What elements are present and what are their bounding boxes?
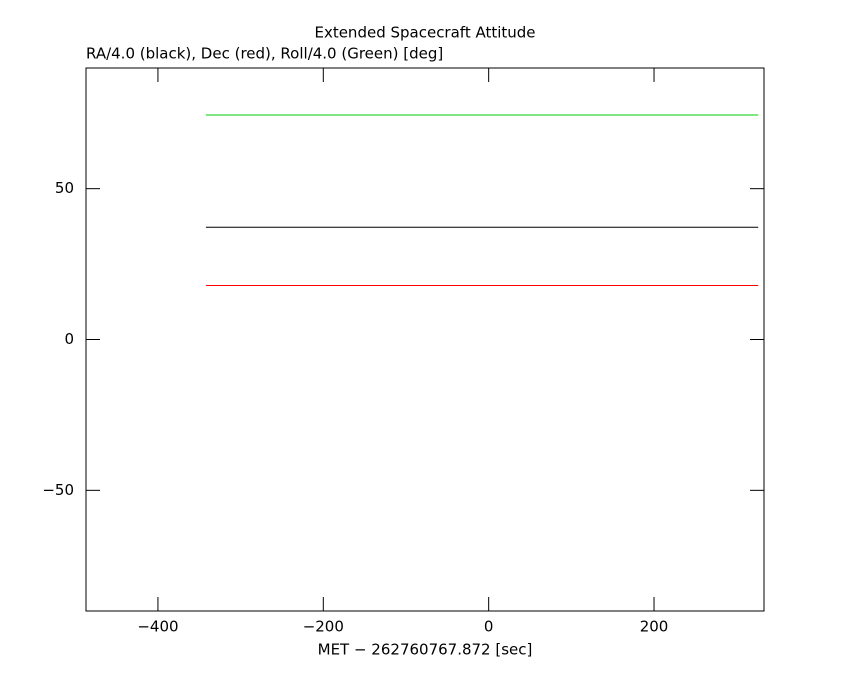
x-axis-label: MET − 262760767.872 [sec] [318,641,533,659]
x-tick-label: 200 [640,618,669,636]
y-tick-label: 50 [55,179,74,197]
x-tick-label: 0 [484,618,494,636]
y-tick-label: −50 [42,481,74,499]
x-tick-label: −400 [137,618,178,636]
chart-subtitle: RA/4.0 (black), Dec (red), Roll/4.0 (Gre… [86,45,443,63]
chart-title: Extended Spacecraft Attitude [314,24,535,42]
plot-frame [85,67,765,612]
y-tick-label: 0 [64,330,74,348]
x-tick-label: −200 [303,618,344,636]
